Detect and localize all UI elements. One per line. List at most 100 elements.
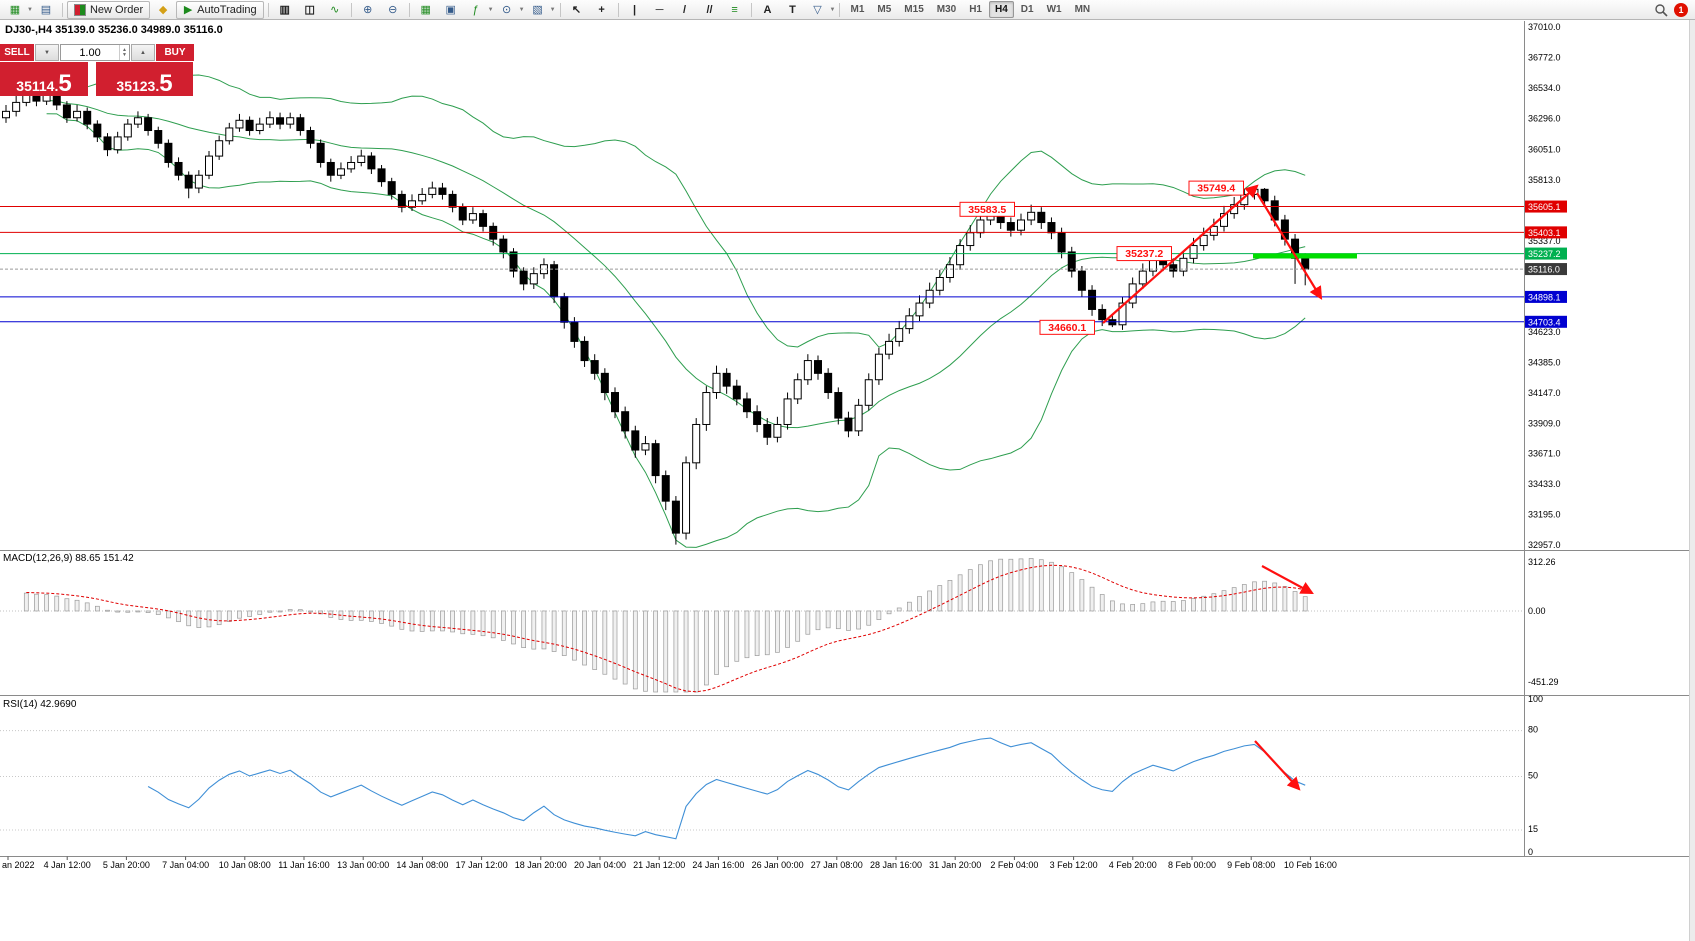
timeframe-mn[interactable]: MN bbox=[1074, 4, 1091, 15]
volume-decrement-button[interactable]: ▼ bbox=[35, 44, 59, 61]
candlestick-icon[interactable]: ◫ bbox=[304, 4, 315, 16]
svg-text:7 Jan 04:00: 7 Jan 04:00 bbox=[162, 860, 209, 870]
search-icon[interactable] bbox=[1654, 3, 1668, 17]
new-chart-icon[interactable]: ▦ bbox=[9, 4, 21, 16]
svg-text:11 Jan 16:00: 11 Jan 16:00 bbox=[278, 860, 329, 870]
toolbar-separator bbox=[61, 2, 63, 17]
svg-text:35403.1: 35403.1 bbox=[1528, 228, 1561, 238]
window-scrollbar[interactable] bbox=[1689, 20, 1695, 941]
svg-text:35116.0: 35116.0 bbox=[1528, 265, 1560, 275]
crosshair-icon[interactable]: + bbox=[598, 3, 605, 16]
svg-text:14 Jan 08:00: 14 Jan 08:00 bbox=[396, 860, 448, 870]
svg-text:28 Jan 16:00: 28 Jan 16:00 bbox=[870, 860, 922, 870]
sell-price-button[interactable]: 35114. 5 bbox=[0, 62, 88, 96]
timeframe-m15[interactable]: M15 bbox=[904, 4, 924, 15]
period-icon[interactable]: ⊙ bbox=[502, 4, 512, 16]
svg-text:312.26: 312.26 bbox=[1528, 557, 1556, 567]
svg-text:34660.1: 34660.1 bbox=[1048, 322, 1086, 334]
sell-price-big-digit: 5 bbox=[58, 70, 72, 97]
timeframe-w1[interactable]: W1 bbox=[1046, 4, 1062, 15]
svg-text:35583.5: 35583.5 bbox=[968, 204, 1006, 216]
one-click-trading-panel: SELL ▼ ▲ ▼ ▲ BUY 35114.5 35123.5 bbox=[0, 44, 194, 96]
shapes-icon[interactable]: ▽ bbox=[813, 4, 822, 16]
cursor-icon[interactable]: ↖ bbox=[571, 4, 582, 16]
timeframe-m1[interactable]: M1 bbox=[850, 4, 865, 15]
svg-text:0: 0 bbox=[1528, 847, 1533, 857]
buy-button[interactable]: BUY bbox=[156, 44, 194, 61]
indicators-icon[interactable]: ƒ bbox=[472, 3, 479, 16]
notifications-badge[interactable]: 1 bbox=[1674, 2, 1688, 17]
trendline-icon[interactable]: / bbox=[683, 3, 687, 16]
text-icon[interactable]: A bbox=[763, 3, 772, 16]
svg-text:35605.1: 35605.1 bbox=[1528, 202, 1561, 212]
dropdown-caret[interactable]: ▼ bbox=[27, 6, 33, 13]
dropdown-caret[interactable]: ▼ bbox=[829, 6, 836, 13]
new-order-button[interactable]: New Order bbox=[66, 0, 151, 19]
svg-text:33671.0: 33671.0 bbox=[1528, 449, 1561, 459]
label-icon[interactable]: T bbox=[789, 3, 796, 16]
svg-text:50: 50 bbox=[1528, 771, 1538, 781]
autotrading-button[interactable]: ▶ AutoTrading bbox=[176, 0, 264, 19]
svg-text:20 Jan 04:00: 20 Jan 04:00 bbox=[574, 860, 626, 870]
volume-input[interactable] bbox=[61, 45, 120, 60]
toolbar-separator bbox=[750, 2, 752, 17]
svg-text:34623.0: 34623.0 bbox=[1528, 327, 1561, 337]
volume-down-icon[interactable]: ▼ bbox=[122, 51, 127, 58]
svg-text:3 Feb 12:00: 3 Feb 12:00 bbox=[1050, 860, 1098, 870]
svg-text:-451.29: -451.29 bbox=[1528, 677, 1559, 687]
timeframe-h4[interactable]: H4 bbox=[989, 1, 1014, 18]
buy-price-big-digit: 5 bbox=[159, 70, 173, 97]
svg-text:35749.4: 35749.4 bbox=[1197, 183, 1235, 195]
svg-text:0.00: 0.00 bbox=[1528, 606, 1546, 616]
vertical-line-icon[interactable]: | bbox=[632, 3, 637, 16]
svg-text:34703.4: 34703.4 bbox=[1528, 317, 1561, 327]
bar-chart-icon[interactable]: ▥ bbox=[279, 4, 290, 16]
toolbar-separator bbox=[617, 2, 619, 17]
dropdown-caret[interactable]: ▼ bbox=[487, 6, 494, 13]
fibonacci-icon[interactable]: ≡ bbox=[731, 3, 738, 16]
timeframe-d1[interactable]: D1 bbox=[1020, 4, 1034, 15]
svg-text:18 Jan 20:00: 18 Jan 20:00 bbox=[515, 860, 567, 870]
volume-up-icon[interactable]: ▲ bbox=[122, 46, 127, 53]
profiles-icon[interactable]: ▤ bbox=[40, 4, 52, 16]
svg-text:34385.0: 34385.0 bbox=[1528, 357, 1561, 367]
svg-text:35237.2: 35237.2 bbox=[1125, 248, 1163, 260]
dropdown-caret[interactable]: ▼ bbox=[549, 6, 556, 13]
volume-increment-button[interactable]: ▲ bbox=[131, 44, 155, 61]
toolbar: ▦ ▼ ▤ New Order ◆ ▶ AutoTrading ▥ ◫ ∿ ⊕ … bbox=[0, 0, 1695, 20]
metaeditor-icon[interactable]: ◆ bbox=[158, 4, 168, 16]
line-chart-icon[interactable]: ∿ bbox=[330, 4, 340, 16]
svg-text:8 Feb 00:00: 8 Feb 00:00 bbox=[1168, 860, 1216, 870]
svg-text:36296.0: 36296.0 bbox=[1528, 113, 1561, 123]
timeframe-m30[interactable]: M30 bbox=[936, 4, 957, 15]
horizontal-line-icon[interactable]: ─ bbox=[655, 3, 664, 16]
toolbar-separator bbox=[559, 2, 561, 17]
toolbar-right-group: 1 bbox=[1654, 2, 1692, 17]
svg-text:33433.0: 33433.0 bbox=[1528, 479, 1561, 489]
new-order-label: New Order bbox=[89, 3, 144, 16]
cascade-windows-icon[interactable]: ▣ bbox=[445, 4, 456, 16]
svg-text:80: 80 bbox=[1528, 725, 1538, 735]
svg-text:26 Jan 00:00: 26 Jan 00:00 bbox=[752, 860, 804, 870]
channel-icon[interactable]: // bbox=[706, 3, 713, 16]
svg-text:34147.0: 34147.0 bbox=[1528, 388, 1561, 398]
svg-text:4 Feb 20:00: 4 Feb 20:00 bbox=[1109, 860, 1157, 870]
timeframe-m5[interactable]: M5 bbox=[877, 4, 892, 15]
tile-windows-icon[interactable]: ▦ bbox=[420, 4, 431, 16]
toolbar-separator bbox=[408, 2, 410, 17]
sell-button[interactable]: SELL bbox=[0, 44, 34, 61]
timeframe-h1[interactable]: H1 bbox=[969, 4, 982, 15]
svg-text:9 Feb 08:00: 9 Feb 08:00 bbox=[1227, 860, 1275, 870]
svg-text:17 Jan 12:00: 17 Jan 12:00 bbox=[456, 860, 508, 870]
svg-text:33909.0: 33909.0 bbox=[1528, 418, 1561, 428]
buy-price-button[interactable]: 35123. 5 bbox=[96, 62, 193, 96]
zoom-in-icon[interactable]: ⊕ bbox=[363, 4, 373, 16]
svg-text:36534.0: 36534.0 bbox=[1528, 83, 1561, 93]
dropdown-caret[interactable]: ▼ bbox=[518, 6, 525, 13]
zoom-out-icon[interactable]: ⊖ bbox=[388, 4, 398, 16]
macd-indicator-label: MACD(12,26,9) 88.65 151.42 bbox=[3, 553, 134, 564]
templates-icon[interactable]: ▧ bbox=[532, 4, 543, 16]
svg-text:100: 100 bbox=[1528, 694, 1543, 704]
volume-spinners[interactable]: ▲ ▼ bbox=[119, 45, 129, 60]
